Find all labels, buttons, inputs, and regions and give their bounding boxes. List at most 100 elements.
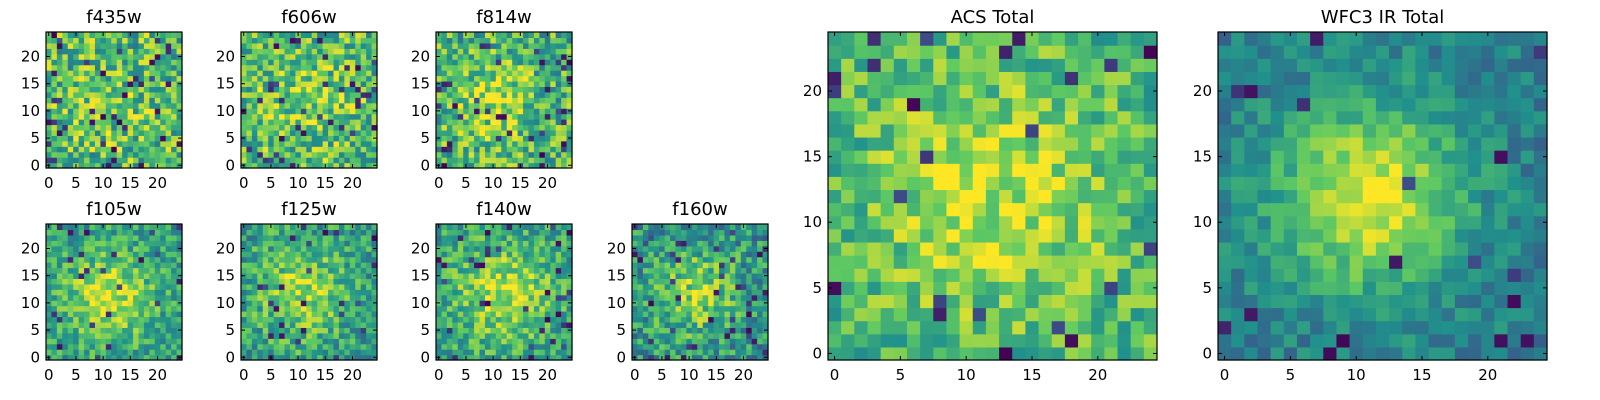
- heatmap-cell: [279, 146, 286, 153]
- heatmap-cell: [474, 59, 481, 66]
- heatmap-cell: [506, 53, 513, 60]
- heatmap-cell: [78, 157, 85, 164]
- heatmap-cell: [344, 349, 351, 356]
- heatmap-cell: [1012, 307, 1026, 322]
- heatmap-cell: [457, 53, 464, 60]
- heatmap-cell: [561, 42, 568, 49]
- heatmap-cell: [349, 251, 356, 258]
- heatmap-cell: [544, 327, 551, 334]
- heatmap-cell: [176, 278, 183, 285]
- heatmap-cell: [165, 240, 172, 247]
- heatmap-cell: [127, 64, 134, 71]
- heatmap-cell: [474, 267, 481, 274]
- heatmap-cell: [719, 294, 726, 301]
- heatmap-cell: [165, 91, 172, 98]
- heatmap-cell: [366, 75, 373, 82]
- heatmap-cell: [457, 42, 464, 49]
- heatmap-cell: [306, 37, 313, 44]
- heatmap-cell: [517, 316, 524, 323]
- heatmap-cell: [262, 245, 269, 252]
- heatmap-cell: [355, 119, 362, 126]
- heatmap-cell: [441, 108, 448, 115]
- heatmap-cell: [506, 140, 513, 147]
- heatmap-cell: [279, 86, 286, 93]
- heatmap-cell: [251, 267, 258, 274]
- heatmap-cell: [122, 289, 129, 296]
- heatmap-cell: [127, 338, 134, 345]
- heatmap-cell: [490, 267, 497, 274]
- heatmap-cell: [251, 332, 258, 339]
- heatmap-cell: [160, 262, 167, 269]
- heatmap-cell: [713, 321, 720, 328]
- heatmap-cell: [457, 229, 464, 236]
- x-tick-label: 0: [44, 174, 54, 192]
- heatmap-cell: [344, 75, 351, 82]
- heatmap-cell: [143, 32, 150, 39]
- heatmap-cell: [56, 229, 63, 236]
- heatmap-cell: [452, 146, 459, 153]
- heatmap-cell: [138, 262, 145, 269]
- heatmap-cell: [56, 113, 63, 120]
- heatmap-cell: [105, 305, 112, 312]
- heatmap-cell: [165, 97, 172, 104]
- heatmap-cell: [452, 37, 459, 44]
- heatmap-cell: [751, 294, 758, 301]
- heatmap-cell: [349, 70, 356, 77]
- heatmap-cell: [133, 37, 140, 44]
- heatmap-cell: [533, 229, 540, 236]
- heatmap-cell: [1130, 268, 1145, 282]
- heatmap-cell: [94, 349, 101, 356]
- heatmap-cell: [550, 283, 557, 290]
- heatmap-cell: [637, 283, 644, 290]
- heatmap-cell: [105, 229, 112, 236]
- heatmap-cell: [1143, 320, 1158, 335]
- heatmap-cell: [311, 251, 318, 258]
- heatmap-cell: [273, 113, 280, 120]
- heatmap-cell: [446, 245, 453, 252]
- heatmap-cell: [371, 140, 378, 147]
- heatmap-cell: [366, 321, 373, 328]
- heatmap-cell: [1012, 241, 1026, 256]
- heatmap-cell: [46, 316, 53, 323]
- heatmap-cell: [740, 289, 747, 296]
- heatmap-cell: [555, 234, 562, 241]
- heatmap-cell: [946, 228, 961, 243]
- heatmap-cell: [273, 146, 280, 153]
- heatmap-cell: [740, 234, 747, 241]
- heatmap-cell: [1104, 268, 1119, 282]
- heatmap-cell: [680, 234, 687, 241]
- heatmap-cell: [111, 278, 118, 285]
- heatmap-cell: [436, 316, 443, 323]
- heatmap-cell: [89, 108, 96, 115]
- heatmap-cell: [495, 135, 502, 142]
- heatmap-cell: [273, 64, 280, 71]
- heatmap-cell: [468, 135, 475, 142]
- panel-f125w: f125w 0 5 10 15 20 0 5 10 15 20: [201, 190, 387, 394]
- heatmap-cell: [452, 321, 459, 328]
- heatmap-cell: [735, 229, 742, 236]
- heatmap-cell: [289, 97, 296, 104]
- heatmap-cell: [67, 32, 74, 39]
- heatmap-cell: [138, 327, 145, 334]
- heatmap-cell: [279, 224, 286, 231]
- x-tick-label: 20: [734, 366, 753, 384]
- heatmap-cell: [512, 108, 519, 115]
- heatmap-cell: [89, 262, 96, 269]
- heatmap-cell: [317, 97, 324, 104]
- heatmap-cell: [273, 327, 280, 334]
- heatmap-cell: [457, 256, 464, 263]
- heatmap-cell: [452, 53, 459, 60]
- heatmap-cell: [116, 354, 123, 361]
- heatmap-cell: [138, 272, 145, 279]
- heatmap-cell: [757, 245, 764, 252]
- heatmap-cell: [702, 245, 709, 252]
- heatmap-cell: [468, 108, 475, 115]
- heatmap-cell: [446, 278, 453, 285]
- heatmap-cell: [78, 224, 85, 231]
- heatmap-cell: [165, 53, 172, 60]
- heatmap-cell: [880, 281, 895, 295]
- heatmap-cell: [257, 129, 264, 136]
- heatmap-cell: [452, 48, 459, 55]
- heatmap-cell: [561, 245, 568, 252]
- heatmap-cell: [241, 119, 248, 126]
